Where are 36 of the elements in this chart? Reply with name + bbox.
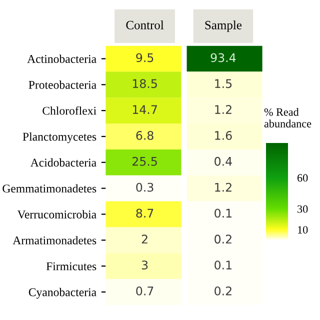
- data-label: 1.6: [215, 130, 232, 140]
- y-tick-label: Cyanobacteria: [28, 288, 96, 299]
- color-bar-title: % Read abundance: [264, 108, 312, 128]
- x-tick-label: Control: [126, 20, 164, 30]
- color-bar-label: 30: [298, 205, 308, 213]
- data-label: 0.1: [214, 260, 232, 270]
- data-label: 9.5: [136, 53, 154, 62]
- y-tick-label: Chloroflexi: [42, 106, 96, 115]
- data-label: 1.2: [215, 105, 232, 114]
- data-label: 18.5: [132, 79, 157, 88]
- data-label: 93.4: [210, 53, 236, 62]
- data-label: 2: [142, 234, 148, 244]
- color-bar-label: 60: [298, 174, 308, 182]
- data-label: 0.3: [136, 182, 154, 192]
- data-label: 0.2: [214, 234, 232, 244]
- y-tick-label: Gemmatimonadetes: [2, 184, 96, 193]
- data-label: 0.7: [136, 286, 154, 296]
- y-tick-label: Verrucomicrobia: [17, 210, 96, 219]
- data-label: 3: [142, 260, 148, 270]
- x-tick-label: Sample: [205, 20, 242, 32]
- y-tick-label: Armatimonadetes: [12, 236, 96, 244]
- y-tick-label: Acidobacteria: [30, 158, 96, 167]
- data-label: 1.5: [215, 79, 232, 88]
- y-tick-label: Planctomycetes: [22, 132, 96, 144]
- data-label: 25.5: [132, 156, 157, 166]
- data-label: 0.2: [214, 286, 232, 296]
- data-label: 8.7: [136, 208, 154, 218]
- y-tick-label: Firmicutes: [46, 262, 96, 270]
- data-label: 0.4: [214, 156, 232, 166]
- color-bar-label: 10: [298, 226, 308, 234]
- data-label: 1.2: [215, 182, 232, 192]
- y-tick-label: Proteobacteria: [28, 80, 96, 89]
- data-label: 6.8: [136, 130, 154, 140]
- y-tick-label: Actinobacteria: [27, 54, 96, 63]
- data-label: 0.1: [214, 208, 232, 218]
- data-label: 14.7: [132, 105, 157, 114]
